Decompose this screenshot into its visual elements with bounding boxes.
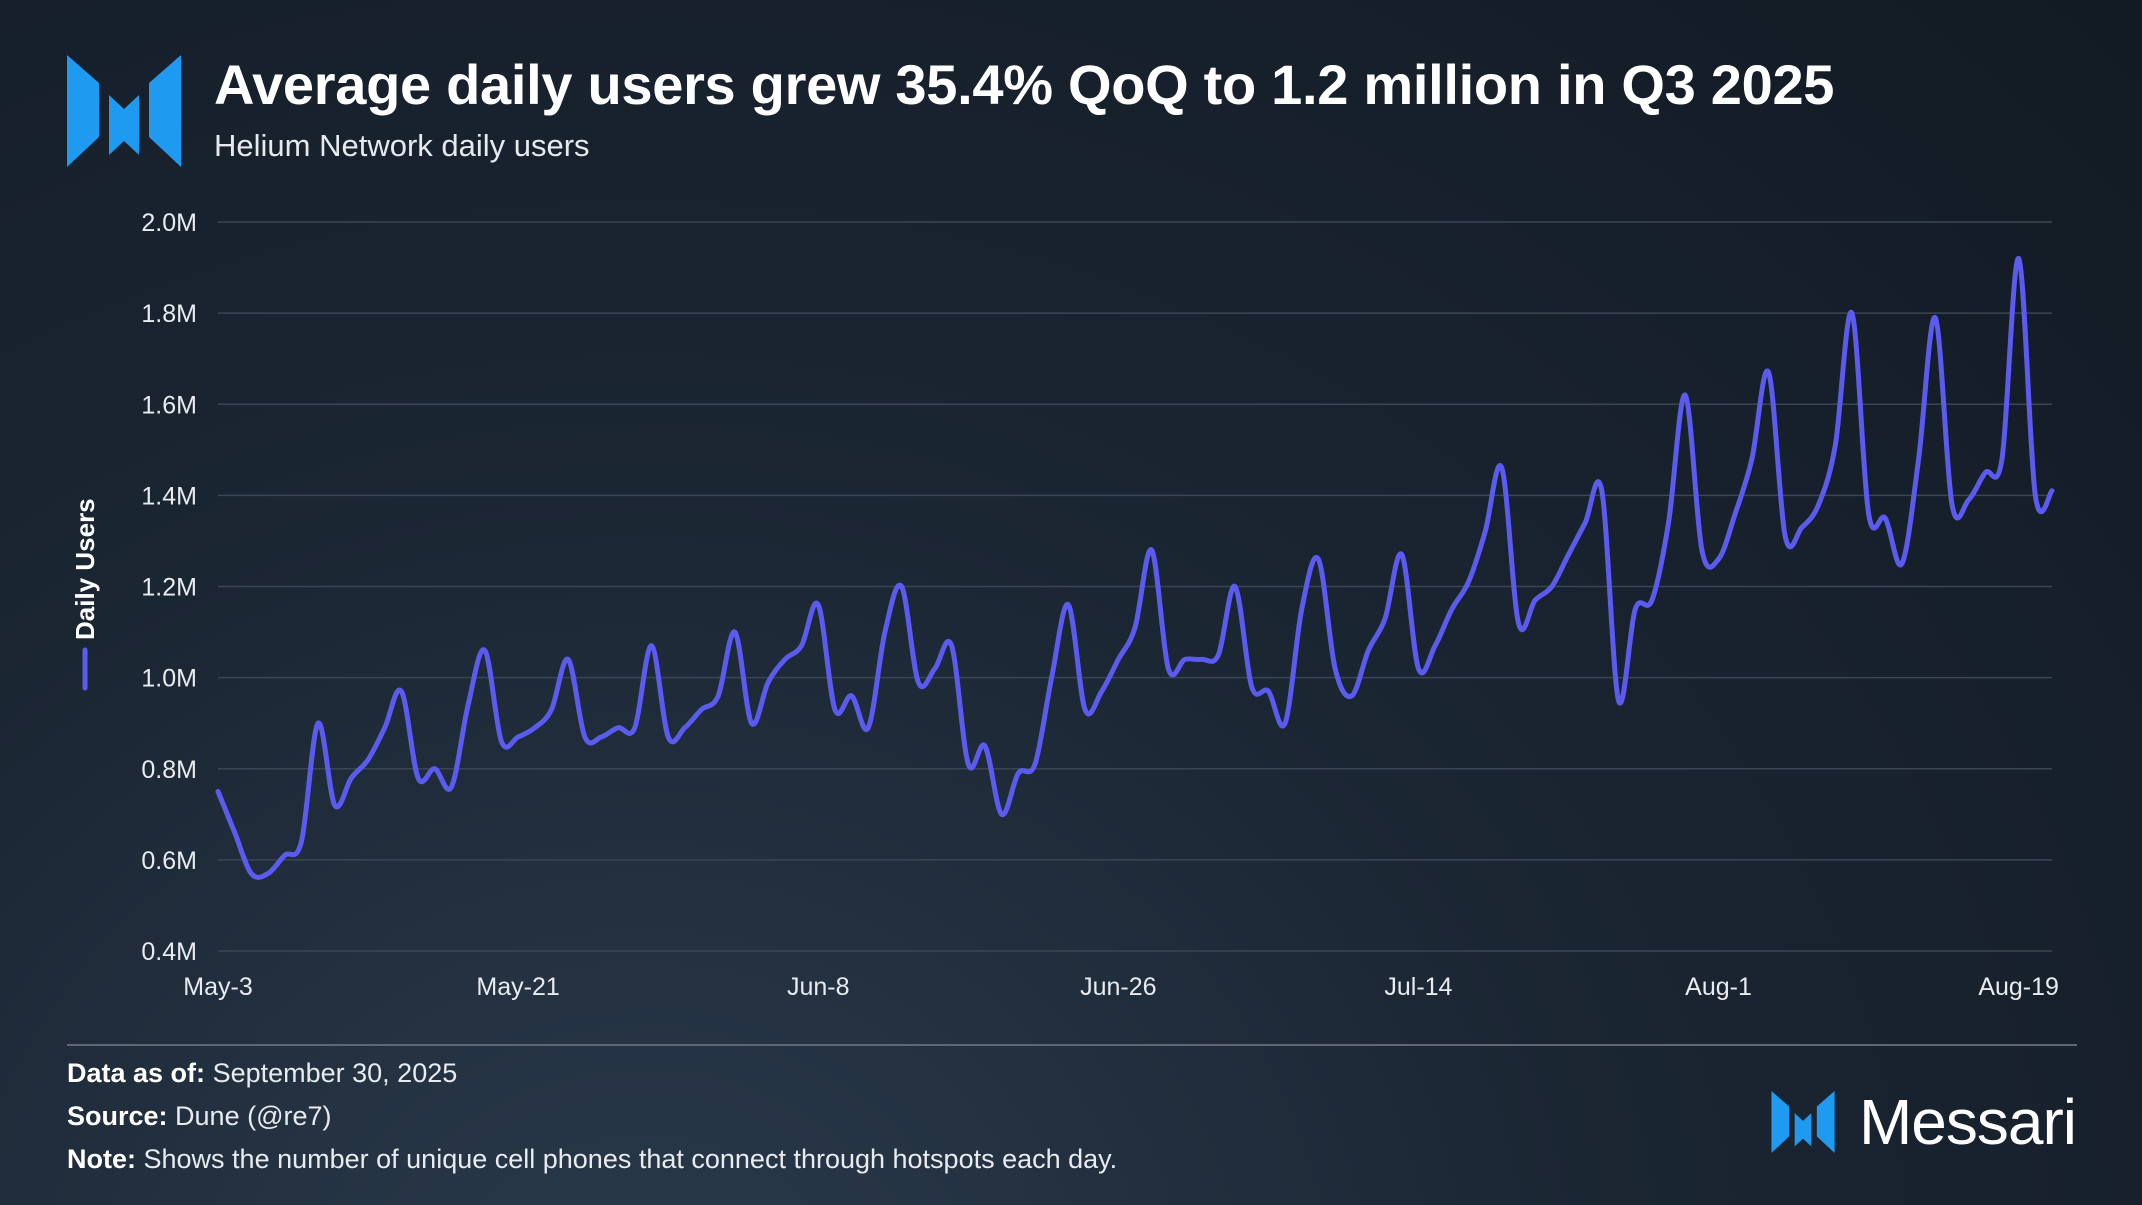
messari-brand-icon: [1771, 1091, 1835, 1153]
source-value: Dune (@re7): [175, 1101, 332, 1131]
x-tick-label: May-3: [183, 973, 252, 1001]
grid-lines: [218, 221, 2052, 952]
x-tick-label: Jun-26: [1080, 973, 1156, 1001]
messari-logo-icon: [67, 55, 181, 167]
y-axis-ticks: 0.4M 0.6M 0.8M 1.0M 1.2M 1.4M 1.6M 1.8M 2.0M: [141, 209, 197, 966]
y-tick-label: 2.0M: [141, 209, 197, 237]
footer-source: Source: Dune (@re7): [67, 1101, 332, 1132]
data-as-of-label: Data as of:: [67, 1058, 206, 1088]
chart-title: Average daily users grew 35.4% QoQ to 1.…: [214, 53, 1835, 116]
chart-subtitle: Helium Network daily users: [214, 128, 590, 163]
note-value: Shows the number of unique cell phones t…: [143, 1144, 1118, 1174]
y-tick-label: 0.4M: [141, 938, 197, 966]
footer-data-as-of: Data as of: September 30, 2025: [67, 1058, 457, 1089]
y-tick-label: 1.2M: [141, 574, 197, 602]
source-label: Source:: [67, 1101, 168, 1131]
x-tick-label: Aug-1: [1685, 973, 1752, 1001]
y-tick-label: 1.0M: [141, 665, 197, 693]
x-tick-label: May-21: [476, 973, 559, 1001]
y-tick-label: 1.4M: [141, 482, 197, 510]
x-tick-label: Jul-14: [1384, 973, 1452, 1001]
series-layer: [215, 255, 2055, 880]
y-tick-label: 1.6M: [141, 391, 197, 419]
x-axis-ticks: May-3May-21Jun-8Jun-26Jul-14Aug-1Aug-19S…: [183, 973, 2059, 1001]
y-tick-label: 0.6M: [141, 847, 197, 875]
x-tick-label: Aug-19: [1978, 973, 2059, 1001]
footer-note: Note: Shows the number of unique cell ph…: [67, 1144, 1117, 1175]
y-tick-label: 0.8M: [141, 756, 197, 784]
brand-name: Messari: [1858, 1086, 2077, 1158]
y-axis-label-group: Daily Users: [70, 498, 100, 691]
x-tick-label: Jun-8: [787, 973, 850, 1001]
series-line-daily-users: [215, 255, 2055, 880]
line-chart: 0.4M 0.6M 0.8M 1.0M 1.2M 1.4M 1.6M 1.8M 2.0M May…: [70, 209, 2059, 1001]
y-tick-label: 1.8M: [141, 300, 197, 328]
y-axis-label: Daily Users: [70, 498, 100, 640]
data-as-of-value: September 30, 2025: [212, 1058, 458, 1088]
brand-logo: Messari: [1771, 1085, 2077, 1159]
footer-divider: [67, 1044, 2077, 1046]
note-label: Note:: [67, 1144, 136, 1174]
